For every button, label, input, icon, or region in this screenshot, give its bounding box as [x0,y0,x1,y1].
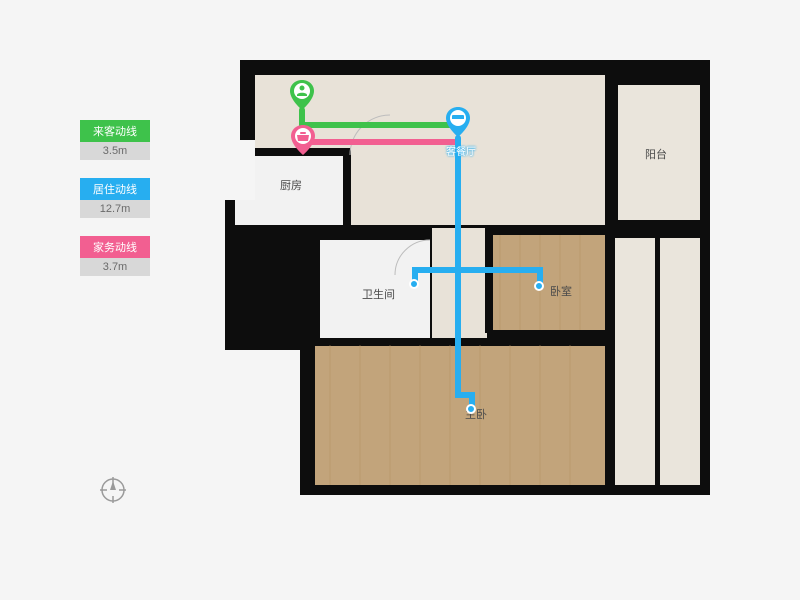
legend: 来客动线 3.5m 居住动线 12.7m 家务动线 3.7m [80,120,150,294]
route-dot-bedroom [534,281,544,291]
compass-icon [98,475,128,505]
balcony-lower-2 [660,235,700,485]
legend-title: 来客动线 [80,120,150,142]
room-label-bedroom: 卧室 [550,283,572,299]
legend-item-visitor: 来客动线 3.5m [80,120,150,160]
legend-item-chore: 家务动线 3.7m [80,236,150,276]
legend-value: 3.7m [80,258,150,276]
floor-plan: 厨房 卫生间 卧室 主卧 阳台 客餐厅 [200,50,730,520]
legend-title: 居住动线 [80,178,150,200]
room-label-kitchen: 厨房 [280,177,302,193]
marker-visitor [290,80,314,110]
marker-chore [291,125,315,155]
room-label-bathroom: 卫生间 [362,286,395,302]
route-dot-bathroom [409,279,419,289]
route-dot-master [466,404,476,414]
legend-value: 3.5m [80,142,150,160]
room-label-balcony: 阳台 [645,146,667,162]
legend-value: 12.7m [80,200,150,218]
balcony-lower-1 [615,235,655,485]
legend-title: 家务动线 [80,236,150,258]
room-bedroom-floor [490,235,605,330]
marker-living [446,107,470,137]
room-label-living: 客餐厅 [446,143,476,158]
legend-item-living: 居住动线 12.7m [80,178,150,218]
